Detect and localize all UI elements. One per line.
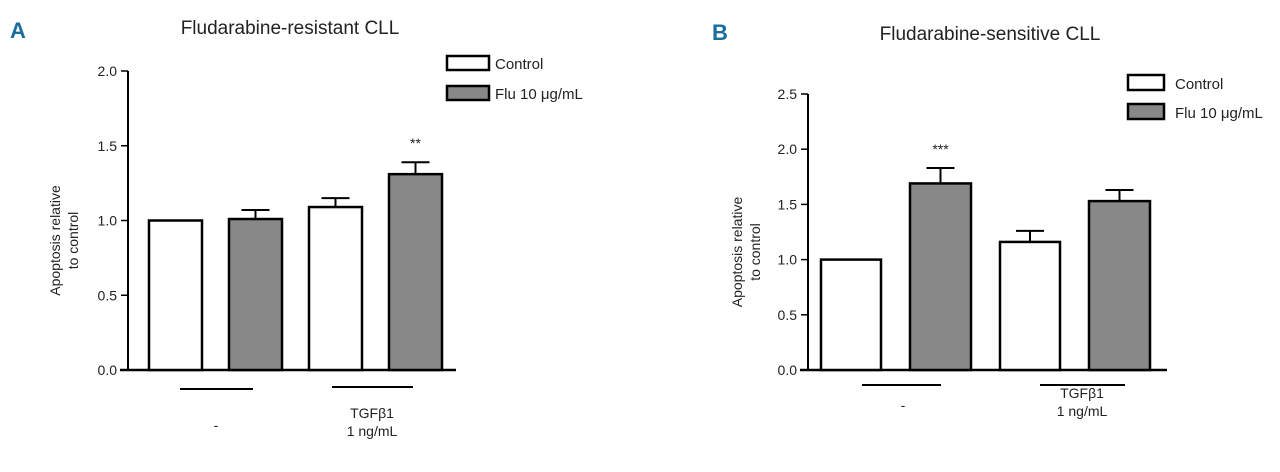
category-label: - (901, 397, 906, 413)
y-tick-label: 1.0 (98, 213, 118, 229)
bar-flu (908, 182, 973, 372)
bar-control (819, 258, 883, 372)
significance-marker: ** (410, 135, 421, 151)
y-tick-label: 1.5 (98, 138, 118, 154)
bar-flu (1087, 199, 1152, 372)
y-tick-label: 1.5 (778, 196, 798, 212)
chart-title: Fludarabine-sensitive CLL (880, 24, 1101, 45)
y-tick-label: 0.0 (98, 362, 118, 378)
y-axis-label: Apoptosis relative to control (729, 197, 763, 308)
y-axis-label-line: Apoptosis relative (47, 185, 63, 296)
chart-title: Fludarabine-resistant CLL (181, 18, 400, 39)
y-tick-label: 2.0 (778, 141, 798, 157)
bar-flu (227, 217, 284, 372)
legend-swatch (1126, 73, 1166, 92)
y-tick-label: 0.5 (98, 287, 118, 303)
panel-label: A (10, 18, 26, 43)
legend-swatch (445, 84, 491, 102)
chart-panel-b: B Fludarabine-sensitive CLL 0.0 0.5 1.0 1.5 2.… (712, 20, 1263, 419)
y-axis-label-line: to control (747, 223, 763, 281)
category-label: TGFβ1 (350, 405, 394, 421)
legend-label: Flu 10 μg/mL (1175, 105, 1263, 122)
y-tick-label: 1.0 (778, 252, 798, 268)
legend-swatch (1126, 102, 1166, 121)
y-tick-label: 0.0 (778, 362, 798, 378)
bar-control (147, 219, 204, 372)
y-tick-label: 0.5 (778, 307, 798, 323)
legend-label: Flu 10 μg/mL (495, 86, 583, 103)
category-label: 1 ng/mL (1057, 403, 1108, 419)
panel-label: B (712, 20, 728, 45)
chart-panel-a: A Fludarabine-resistant CLL 0.0 0.5 1.0 1.5 2.… (10, 18, 583, 439)
bar-control (998, 240, 1062, 372)
y-axis-label-line: to control (65, 212, 81, 270)
legend-swatch (445, 54, 491, 72)
y-tick-label: 2.0 (98, 63, 118, 79)
y-tick-label: 2.5 (778, 86, 798, 102)
category-label: TGFβ1 (1060, 385, 1104, 401)
y-axis-label: Apoptosis relative to control (47, 185, 81, 296)
category-label: - (214, 417, 219, 433)
legend-label: Control (495, 56, 543, 73)
legend-label: Control (1175, 76, 1223, 93)
y-axis-label-line: Apoptosis relative (729, 197, 745, 308)
bar-control (307, 205, 364, 372)
category-label: 1 ng/mL (347, 423, 398, 439)
significance-marker: *** (932, 141, 949, 157)
bar-flu (387, 172, 444, 372)
